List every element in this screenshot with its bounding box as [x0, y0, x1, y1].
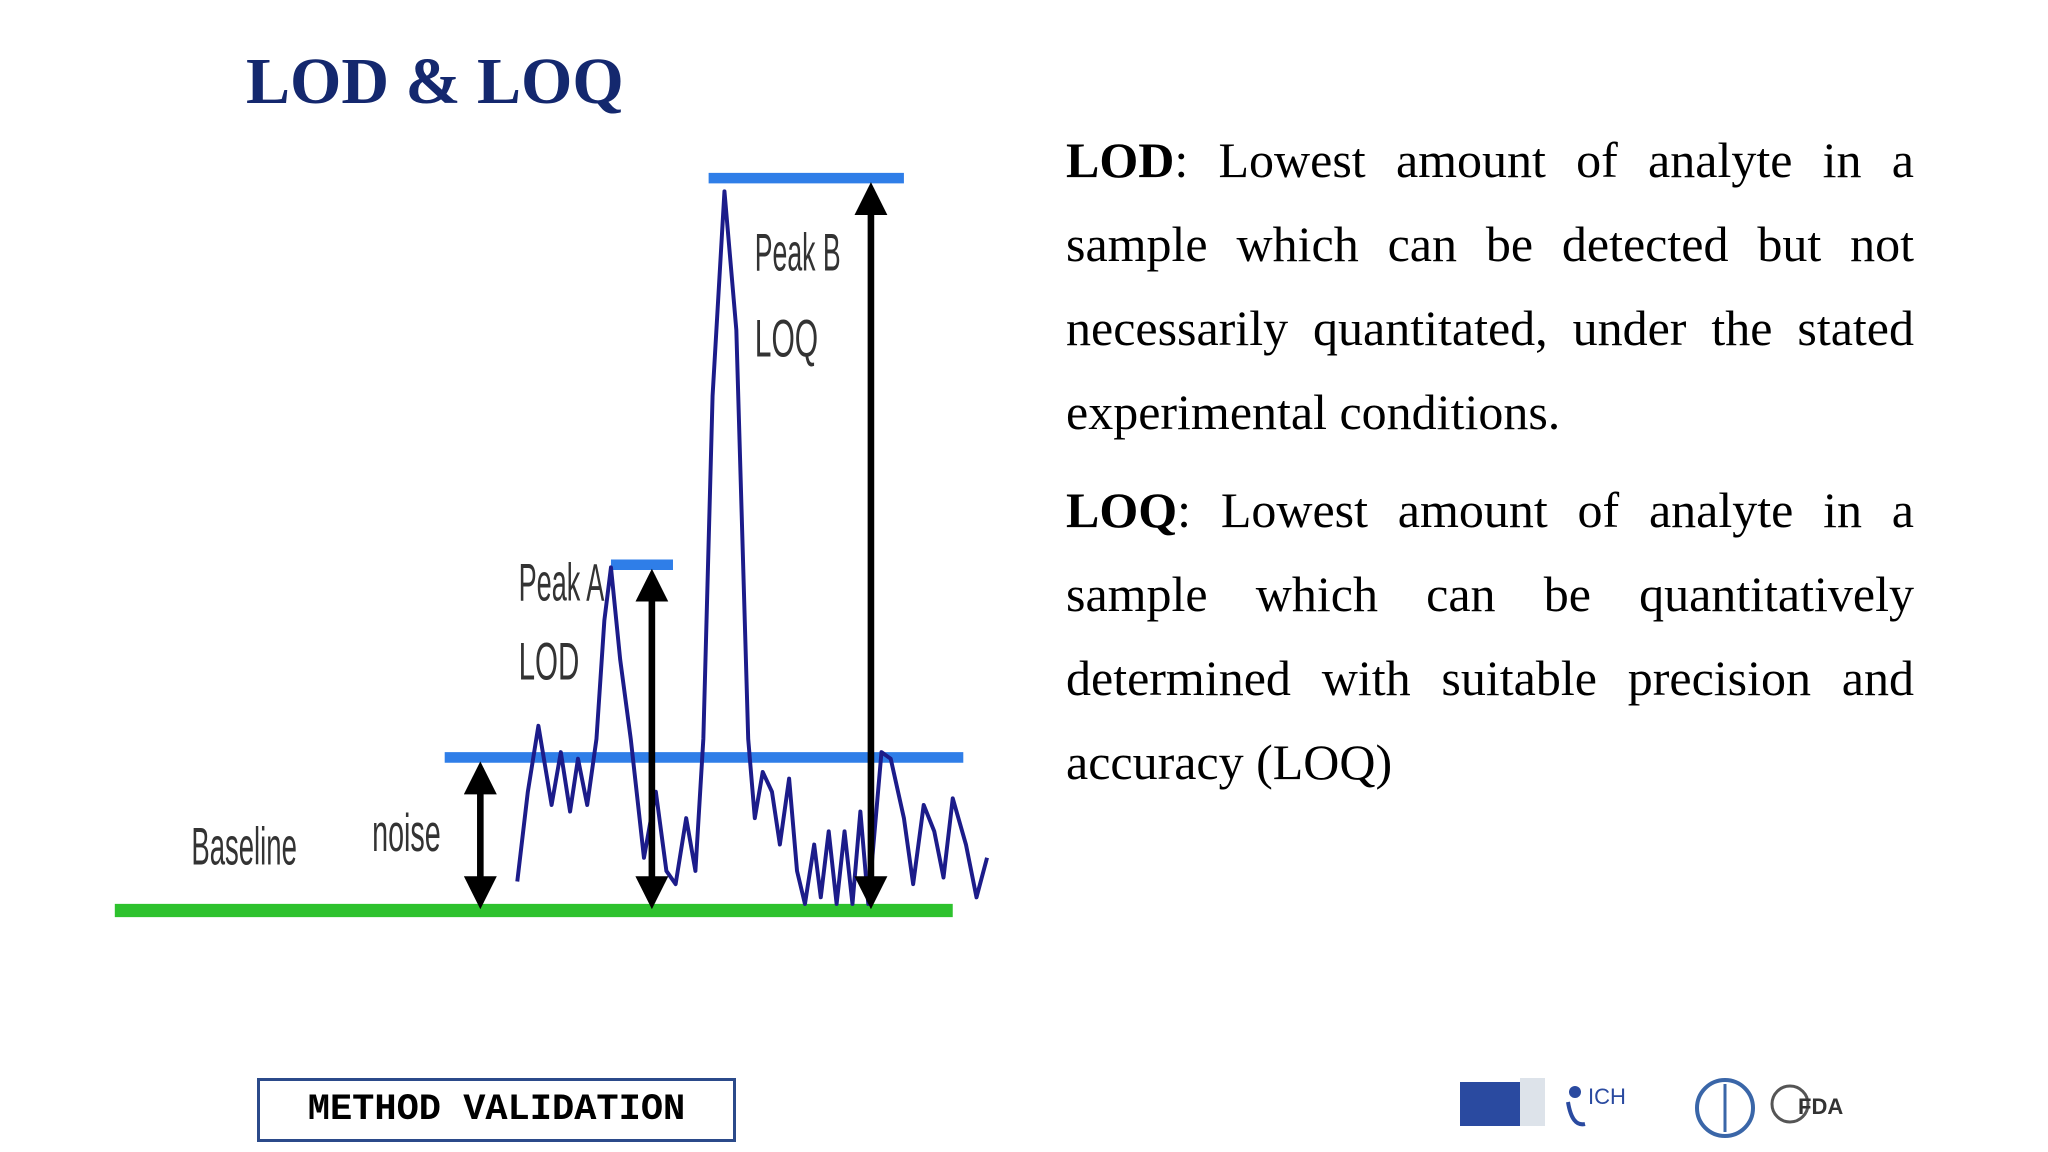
peak-b-label: Peak B — [755, 224, 841, 283]
lod-label: LOD — [519, 633, 580, 692]
ich-mark — [1566, 1101, 1586, 1127]
definition-text: : Lowest amount of analyte in a sample w… — [1066, 482, 1914, 790]
eu-logo — [1460, 1082, 1520, 1126]
title: LOD & LOQ — [246, 45, 624, 118]
fda-logo-text: FDA — [1798, 1094, 1843, 1119]
ich-mark — [1569, 1086, 1581, 1098]
definition: LOQ: Lowest amount of analyte in a sampl… — [1066, 468, 1914, 804]
peak-a-label: Peak A — [519, 553, 605, 612]
definitions: LOD: Lowest amount of analyte in a sampl… — [1066, 118, 1914, 818]
term: LOQ — [1066, 482, 1178, 538]
logos: ICH FDA — [1460, 1078, 1843, 1138]
hhs-logo — [1770, 1084, 1810, 1124]
loq-label: LOQ — [755, 309, 818, 368]
definition-text: : Lowest amount of analyte in a sample w… — [1066, 132, 1914, 440]
baseline-label: Baseline — [191, 817, 297, 876]
footer-label: METHOD VALIDATION — [257, 1078, 736, 1142]
definition: LOD: Lowest amount of analyte in a sampl… — [1066, 118, 1914, 454]
noise-label: noise — [372, 804, 441, 863]
eu-logo-side — [1520, 1078, 1545, 1126]
who-logo — [1695, 1078, 1755, 1138]
term: LOD — [1066, 132, 1175, 188]
signal-trace — [515, 189, 989, 906]
ich-logo-text: ICH — [1588, 1084, 1626, 1109]
